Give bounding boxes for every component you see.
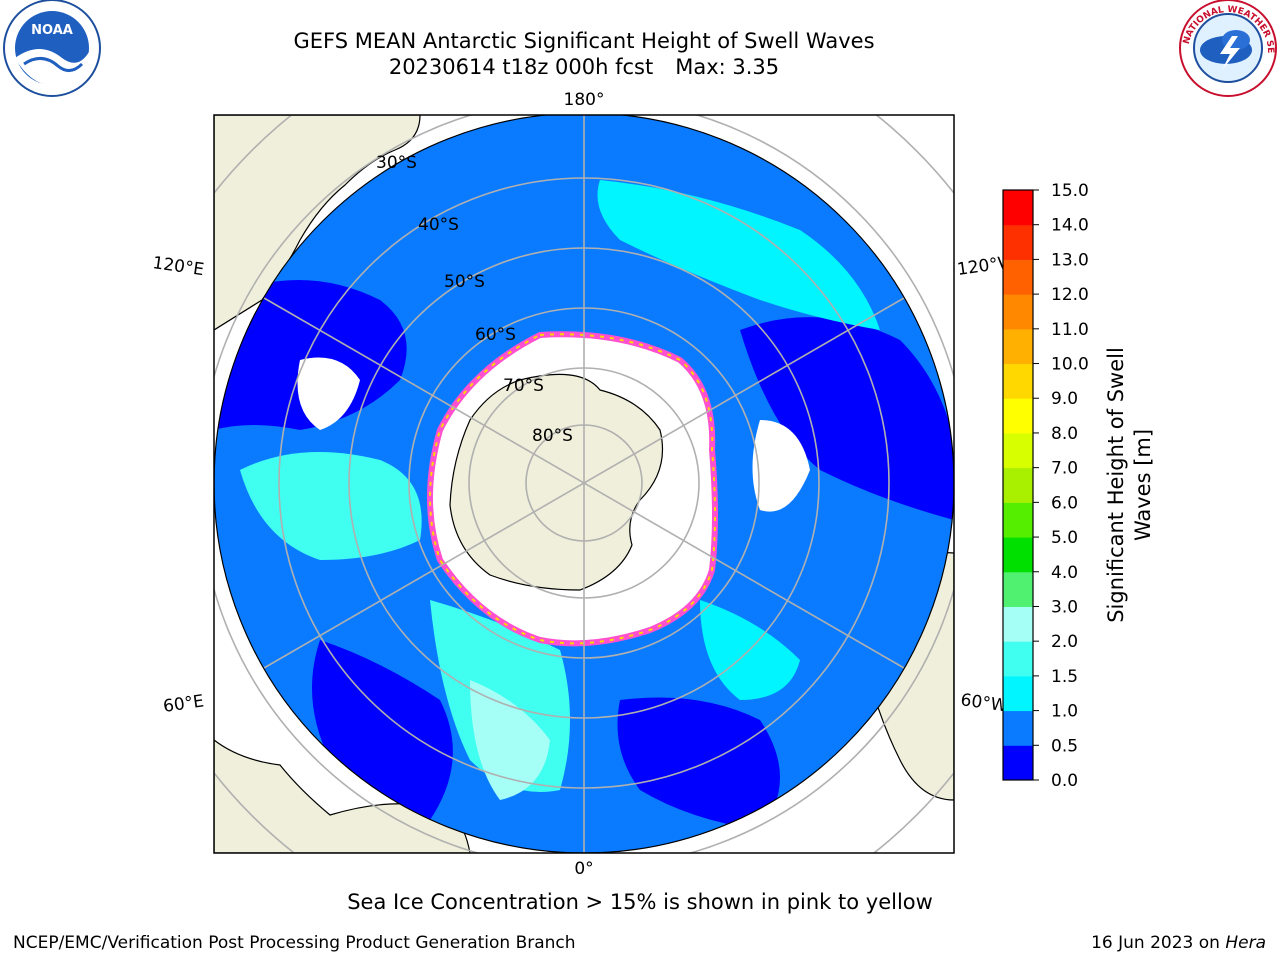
colorbar-tick-label: 0.5 [1051, 736, 1078, 756]
lat-label-40s: 40°S [418, 215, 459, 235]
colorbar-segment [1003, 745, 1033, 781]
colorbar-tick-label: 7.0 [1051, 459, 1078, 479]
colorbar-segment [1003, 467, 1033, 503]
credit-right: 16 Jun 2023 on Hera [1091, 933, 1266, 953]
colorbar-segment [1003, 502, 1033, 538]
lat-label-60s: 60°S [475, 325, 516, 345]
colorbar-segment [1003, 294, 1033, 330]
noaa-logo-icon: NOAA [3, 0, 101, 97]
colorbar-label-line1: Significant Height of Swell [1104, 347, 1128, 623]
colorbar-tick-label: 5.0 [1051, 528, 1078, 548]
graticule [214, 115, 954, 853]
colorbar-tick-label: 4.0 [1051, 563, 1078, 583]
colorbar-label-line2: Waves [m] [1131, 429, 1155, 541]
colorbar-tick-label: 0.0 [1051, 771, 1078, 791]
colorbar-segment [1003, 363, 1033, 399]
colorbar: 0.0 0.5 1.0 1.5 2.0 3.0 4.0 5.0 6.0 7.0 8.0 9.0 10.0… [1002, 181, 1089, 791]
lon-label-120e: 120°E [151, 253, 205, 280]
colorbar-segment [1003, 537, 1033, 573]
lat-label-30s: 30°S [376, 153, 417, 173]
antarctica [449, 373, 664, 591]
colorbar-segment [1003, 606, 1033, 642]
lon-label-60w: 60°W [959, 690, 1008, 716]
colorbar-tick-label: 10.0 [1051, 355, 1089, 375]
colorbar-segment [1003, 328, 1033, 365]
colorbar-segment [1003, 710, 1033, 746]
colorbar-segment [1003, 224, 1033, 260]
svg-text:NOAA: NOAA [31, 23, 73, 38]
sea-ice-note: Sea Ice Concentration > 15% is shown in … [347, 890, 933, 914]
chart-title-line1: GEFS MEAN Antarctic Significant Height o… [293, 29, 875, 53]
lon-label-0: 0° [574, 859, 593, 879]
colorbar-tick-label: 6.0 [1051, 493, 1078, 513]
colorbar-tick-label: 11.0 [1051, 320, 1089, 340]
credit-host: Hera [1225, 933, 1266, 953]
colorbar-tick-label: 2.0 [1051, 632, 1078, 652]
lon-label-60e: 60°E [162, 691, 205, 716]
credit-left: NCEP/EMC/Verification Post Processing Pr… [13, 933, 576, 953]
colorbar-tick-label: 14.0 [1051, 216, 1089, 236]
map-frame [213, 114, 955, 854]
chart-title-line2: 20230614 t18z 000h fcst Max: 3.35 [184, 54, 984, 80]
colorbar-tick-label: 9.0 [1051, 389, 1078, 409]
colorbar-tick-label: 15.0 [1051, 181, 1089, 201]
nws-logo-icon: NATIONAL WEATHER SERVICE [0, 0, 1277, 97]
colorbar-frame [1002, 189, 1034, 781]
colorbar-tick-label: 8.0 [1051, 424, 1078, 444]
colorbar-segment [1003, 641, 1033, 677]
colorbar-segment [1003, 675, 1033, 712]
run-info: 20230614 t18z 000h fcst [388, 55, 654, 79]
colorbar-segment [1003, 259, 1033, 295]
lon-label-180: 180° [564, 90, 605, 110]
colorbar-tick-label: 3.0 [1051, 597, 1078, 617]
lat-label-50s: 50°S [444, 272, 485, 292]
colorbar-tick-label: 12.0 [1051, 285, 1089, 305]
colorbar-tick-label: 1.5 [1051, 667, 1078, 687]
colorbar-segment [1003, 571, 1033, 607]
colorbar-tick-label: 13.0 [1051, 250, 1089, 270]
credit-date: 16 Jun 2023 on [1091, 933, 1220, 953]
colorbar-tick-label: 1.0 [1051, 702, 1078, 722]
colorbar-segment [1003, 432, 1033, 469]
colorbar-segment [1003, 190, 1033, 226]
lat-label-70s: 70°S [503, 376, 544, 396]
max-value: Max: 3.35 [675, 55, 780, 79]
svg-text:NATIONAL WEATHER SERVICE: NATIONAL WEATHER SERVICE [0, 0, 1275, 54]
map-panel [214, 115, 954, 853]
lat-label-80s: 80°S [532, 426, 573, 446]
colorbar-segment [1003, 398, 1033, 434]
